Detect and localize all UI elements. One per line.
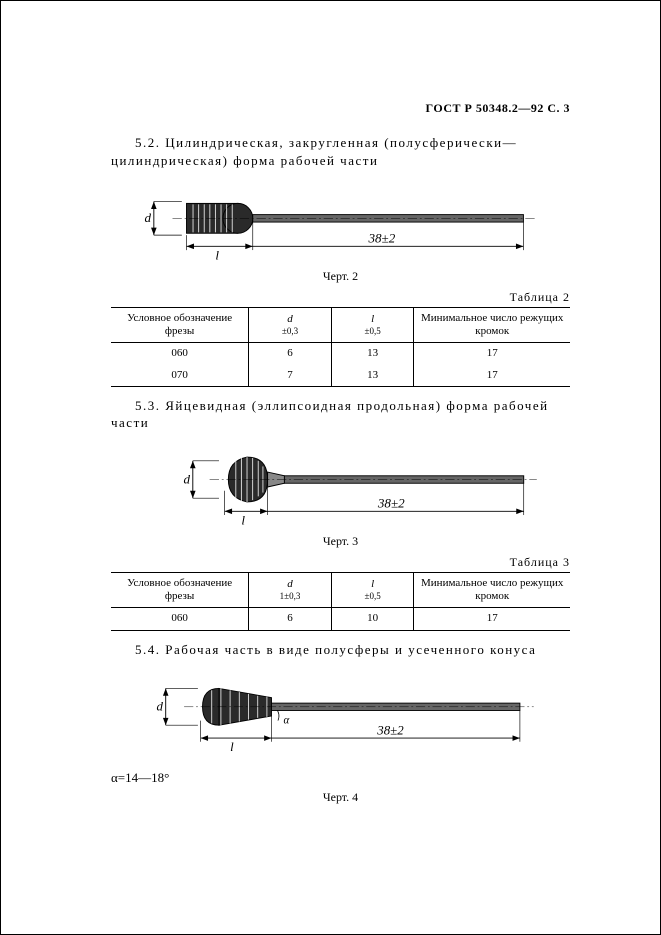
page-container: ГОСТ Р 50348.2—92 С. 3 5.2. Цилиндрическ…: [0, 0, 661, 935]
section-5-3-title: 5.3. Яйцевидная (эллипсоидная продольная…: [111, 397, 570, 432]
table-3: Условное обозначение фрезы d1±0,3 l±0,5 …: [111, 572, 570, 631]
table-2-label: Таблица 2: [111, 290, 570, 305]
table-2: Условное обозначение фрезы d±0,3 l±0,5 М…: [111, 307, 570, 387]
figure-3: d l 38: [111, 444, 570, 530]
table-row: 060 6 10 17: [111, 608, 570, 630]
alpha-note: α=14—18°: [111, 770, 570, 786]
figure-4-caption: Черт. 4: [111, 790, 570, 805]
fig2-overall: 38±2: [368, 231, 396, 246]
table-row: 060 6 13 17: [111, 343, 570, 365]
t2-h3: l: [371, 313, 374, 325]
fig4-overall: 38±2: [376, 723, 404, 737]
table-3-label: Таблица 3: [111, 555, 570, 570]
fig4-d-label: d: [157, 700, 164, 714]
t2-h3s: ±0,5: [334, 326, 412, 337]
fig4-alpha: α: [283, 714, 289, 726]
figure-2-caption: Черт. 2: [111, 269, 570, 284]
t3-h4: Минимальное число режущих кромок: [421, 577, 563, 602]
fig3-d-label: d: [183, 471, 190, 486]
figure-3-caption: Черт. 3: [111, 534, 570, 549]
section-5-4-title: 5.4. Рабочая часть в виде полусферы и ус…: [111, 641, 570, 659]
t3-h2s: 1±0,3: [251, 591, 329, 602]
document-header: ГОСТ Р 50348.2—92 С. 3: [111, 101, 570, 116]
t3-h2: d: [287, 578, 293, 590]
t2-h2s: ±0,3: [251, 326, 329, 337]
t2-h4: Минимальное число режущих кромок: [421, 312, 563, 337]
figure-2: d l: [111, 181, 570, 265]
t3-h3: l: [371, 578, 374, 590]
t3-h1: Условное обозначение фрезы: [127, 577, 232, 602]
fig4-l-label: l: [230, 740, 234, 754]
fig2-l-label: l: [215, 247, 219, 262]
t2-h1: Условное обозначение фрезы: [127, 312, 232, 337]
fig2-d-label: d: [145, 210, 152, 225]
section-5-2-title: 5.2. Цилиндрическая, закругленная (полус…: [111, 134, 570, 169]
t2-h2: d: [287, 313, 293, 325]
figure-4: d α l: [111, 670, 570, 762]
table-row: 070 7 13 17: [111, 365, 570, 387]
fig3-l-label: l: [241, 512, 245, 527]
t3-h3s: ±0,5: [334, 591, 412, 602]
fig3-overall: 38±2: [377, 496, 405, 511]
